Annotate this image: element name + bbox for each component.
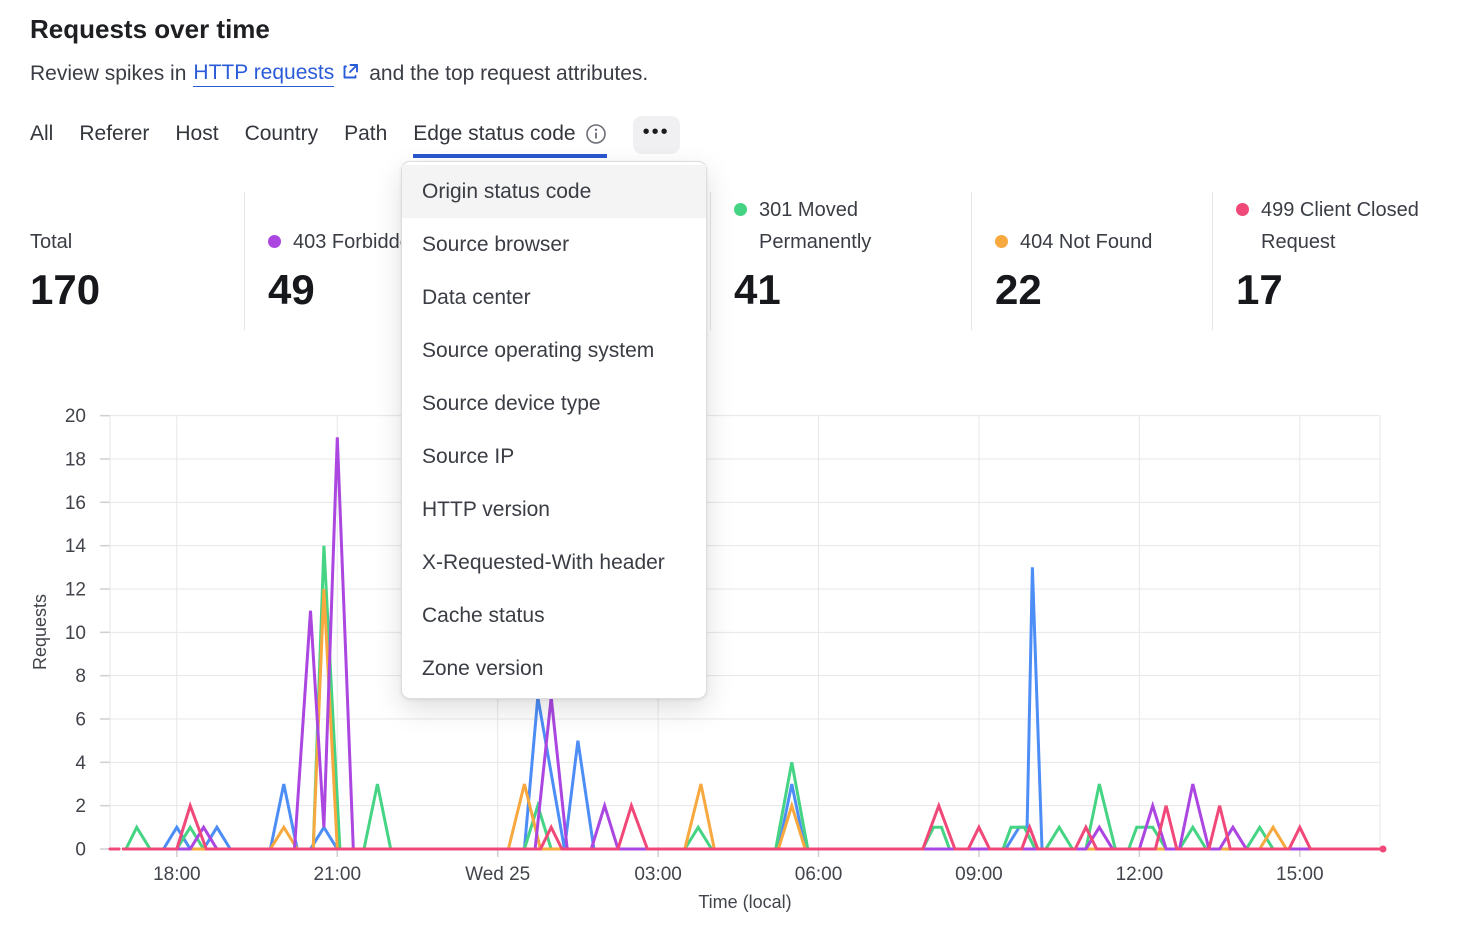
stat-divider — [710, 192, 711, 330]
y-tick-label: 20 — [65, 406, 86, 427]
tab-path[interactable]: Path — [344, 122, 388, 145]
more-tabs-button[interactable]: ••• — [632, 116, 680, 154]
tab-all[interactable]: All — [30, 122, 54, 145]
y-tick-label: 2 — [75, 796, 86, 817]
x-tick-label: 06:00 — [795, 864, 843, 885]
series-line-499-client-closed-request — [121, 801, 1382, 851]
tab-edge-status-code[interactable]: Edge status code — [413, 118, 607, 158]
menu-item-source-operating-system[interactable]: Source operating system — [422, 338, 655, 362]
tab-referer[interactable]: Referer — [79, 122, 150, 145]
stat-499-client-closed-request: 499 Client Closed Request 17 — [1236, 190, 1426, 314]
stat-value: 49 — [268, 266, 315, 313]
menu-item-zone-version[interactable]: Zone version — [422, 656, 544, 680]
menu-item-source-ip[interactable]: Source IP — [422, 444, 515, 468]
y-tick-label: 18 — [65, 449, 86, 470]
tab-host[interactable]: Host — [175, 122, 219, 145]
y-tick-label: 8 — [75, 666, 86, 687]
stat-value: 41 — [734, 266, 781, 313]
menu-item-x-requested-with-header[interactable]: X-Requested-With header — [422, 550, 665, 574]
y-tick-label: 10 — [65, 623, 86, 644]
stat-value: 170 — [30, 266, 101, 313]
x-tick-label: Wed 25 — [465, 864, 530, 885]
y-tick-label: 12 — [65, 579, 86, 600]
stat-404-not-found: 404 Not Found 22 — [995, 190, 1152, 314]
requests-chart: 0 2 4 6 8 10 12 14 16 18 20 18:00 21:00 Wed 25 03:00 06… — [30, 406, 1387, 912]
subtitle-suffix: and the top request attributes. — [369, 62, 649, 85]
menu-item-data-center[interactable]: Data center — [422, 285, 531, 309]
subtitle: Review spikes in HTTP requests and the t… — [30, 61, 648, 87]
y-tick-label: 4 — [75, 753, 86, 774]
tab-country[interactable]: Country — [244, 122, 319, 145]
subtitle-prefix: Review spikes in — [30, 62, 187, 85]
y-tick-label: 14 — [65, 536, 87, 557]
ellipsis-icon: ••• — [642, 121, 670, 143]
stat-label: 499 Client Closed Request — [1261, 199, 1419, 253]
series-line-hidden — [121, 567, 1382, 851]
series-line-403-forbidden — [121, 437, 1382, 851]
stat-divider — [971, 192, 972, 330]
stat-value: 22 — [995, 266, 1042, 313]
stat-value: 17 — [1236, 266, 1283, 313]
legend-dot-499-client-closed-request — [1236, 203, 1249, 216]
stat-label: 301 Moved Permanently — [759, 199, 872, 253]
series-line-301-moved-permanently — [121, 545, 1382, 851]
y-tick-label: 6 — [75, 709, 86, 730]
y-tick-label: 0 — [75, 840, 86, 861]
stat-label: 404 Not Found — [1020, 231, 1153, 253]
external-link-icon — [341, 62, 360, 87]
stat-label: 403 Forbidden — [293, 231, 422, 253]
attribute-menu: Origin status code Source browser Data cen… — [401, 161, 707, 699]
menu-item-source-device-type[interactable]: Source device type — [422, 391, 601, 415]
legend-dot-301-moved-permanently — [734, 203, 747, 216]
stat-403-forbidden: 403 Forbidden 49 — [268, 190, 422, 314]
stat-label: Total — [30, 231, 73, 253]
legend-dot-404-not-found — [995, 235, 1008, 248]
tab-edge-status-code-label: Edge status code — [413, 122, 576, 145]
page-title: Requests over time — [30, 14, 270, 44]
x-tick-label: 18:00 — [153, 864, 201, 885]
x-tick-label: 03:00 — [634, 864, 682, 885]
stat-301-moved-permanently: 301 Moved Permanently 41 — [734, 190, 909, 314]
x-tick-label: 09:00 — [955, 864, 1003, 885]
menu-item-cache-status[interactable]: Cache status — [422, 603, 545, 627]
x-axis-title: Time (local) — [698, 892, 791, 912]
http-requests-link[interactable]: HTTP requests — [193, 61, 335, 87]
info-icon[interactable] — [585, 123, 607, 145]
attribute-tabs: All Referer Host Country Path Edge statu… — [30, 116, 680, 158]
stat-total: Total 170 — [30, 190, 100, 314]
x-tick-label: 12:00 — [1116, 864, 1164, 885]
x-tick-label: 15:00 — [1276, 864, 1324, 885]
menu-item-origin-status-code[interactable]: Origin status code — [402, 165, 706, 218]
menu-item-source-browser[interactable]: Source browser — [422, 232, 570, 256]
stat-divider — [244, 192, 245, 330]
menu-item-http-version[interactable]: HTTP version — [422, 497, 550, 521]
stats-row: Total 170 403 Forbidden 49 301 Moved Permane… — [0, 190, 1458, 332]
legend-dot-403-forbidden — [268, 235, 281, 248]
series-line-499-client-closed-request-end-dot — [1379, 845, 1387, 853]
y-axis-title: Requests — [30, 594, 50, 670]
x-tick-label: 21:00 — [313, 864, 361, 885]
y-tick-label: 16 — [65, 493, 86, 514]
stat-divider — [1212, 192, 1213, 330]
